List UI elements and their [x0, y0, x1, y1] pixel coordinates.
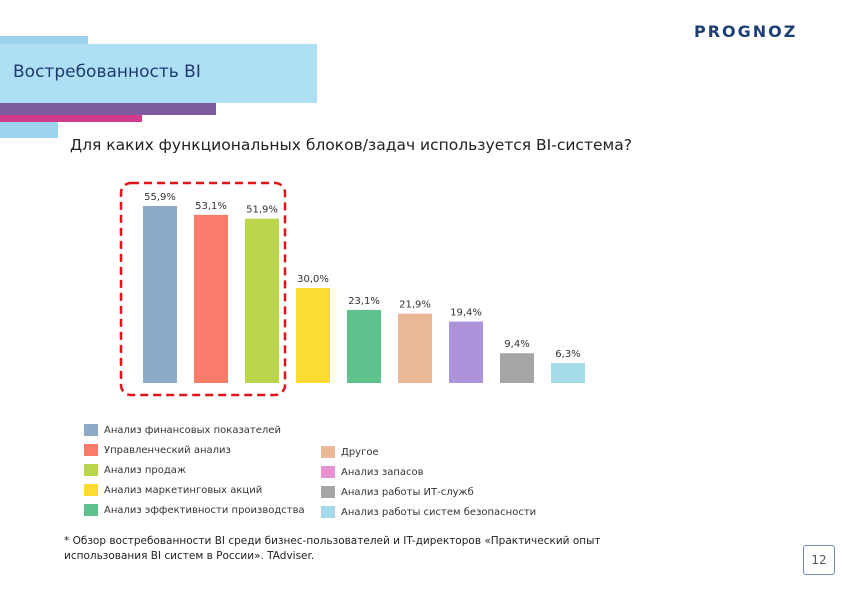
bar-value-label-2: 53,1% [195, 201, 227, 212]
legend-swatch [84, 424, 98, 436]
title-banner [0, 44, 317, 103]
bar-2 [194, 214, 228, 383]
bar-1 [143, 206, 177, 383]
bar-value-label-1: 55,9% [144, 192, 176, 203]
legend-label: Другое [341, 446, 379, 458]
legend-swatch [321, 446, 335, 458]
legend-label: Анализ запасов [341, 466, 424, 478]
legend-swatch [84, 464, 98, 476]
header-accent-pink-bar [0, 115, 142, 122]
bar-3 [245, 218, 279, 383]
bar-value-label-3: 51,9% [246, 205, 278, 216]
legend-item-left-2: Управленческий анализ [84, 443, 231, 457]
legend-swatch [84, 484, 98, 496]
bar-5 [347, 309, 381, 383]
legend-label: Управленческий анализ [104, 444, 231, 456]
bar-chart: 55,9% 53,1% 51,9% 30,0% 23,1% 21,9% 19,4% 9,4% 6… [119, 181, 585, 397]
source-footnote: * Обзор востребованности BI среди бизнес… [64, 534, 664, 564]
legend-label: Анализ продаж [104, 464, 186, 476]
legend-swatch [84, 444, 98, 456]
footnote-line-2: использования BI систем в России». TAdvi… [64, 550, 315, 562]
header-accent-blue-bar [0, 122, 58, 138]
legend-item-right-2: Анализ запасов [321, 465, 424, 479]
bar-8 [500, 353, 534, 383]
bar-4 [296, 288, 330, 383]
legend-swatch [84, 504, 98, 516]
legend-label: Анализ работы ИТ-служб [341, 486, 474, 498]
bar-value-label-4: 30,0% [297, 274, 329, 285]
top-three-highlight-box [119, 181, 287, 397]
legend-label: Анализ финансовых показателей [104, 424, 281, 436]
bar-7 [449, 321, 483, 383]
bar-value-label-9: 6,3% [555, 349, 580, 360]
legend-swatch [321, 466, 335, 478]
legend-item-left-4: Анализ маркетинговых акций [84, 483, 262, 497]
chart-question: Для каких функциональных блоков/задач ис… [70, 136, 632, 154]
footnote-line-1: * Обзор востребованности BI среди бизнес… [64, 535, 601, 547]
legend-swatch [321, 506, 335, 518]
page-title: Востребованность BI [13, 62, 201, 82]
bar-6 [398, 313, 432, 383]
legend-swatch [321, 486, 335, 498]
legend-item-right-4: Анализ работы систем безопасности [321, 505, 536, 519]
page-number: 12 [803, 545, 835, 575]
legend-label: Анализ эффективности производства [104, 504, 305, 516]
legend-label: Анализ маркетинговых акций [104, 484, 263, 496]
legend-item-right-3: Анализ работы ИТ-служб [321, 485, 474, 499]
header-accent-purple-bar [0, 103, 216, 115]
bar-value-label-5: 23,1% [348, 296, 380, 307]
bar-9 [551, 363, 585, 383]
legend-item-right-1: Другое [321, 445, 379, 459]
legend-item-left-5: Анализ эффективности производства [84, 503, 305, 517]
bar-value-label-8: 9,4% [504, 339, 529, 350]
bar-value-label-7: 19,4% [450, 308, 482, 319]
prognoz-logo: PROGNOZ [694, 22, 798, 41]
legend-item-left-1: Анализ финансовых показателей [84, 423, 281, 437]
bar-value-label-6: 21,9% [399, 300, 431, 311]
header-accent-light-bar [0, 36, 88, 44]
legend-item-left-3: Анализ продаж [84, 463, 186, 477]
legend-label: Анализ работы систем безопасности [341, 506, 537, 518]
